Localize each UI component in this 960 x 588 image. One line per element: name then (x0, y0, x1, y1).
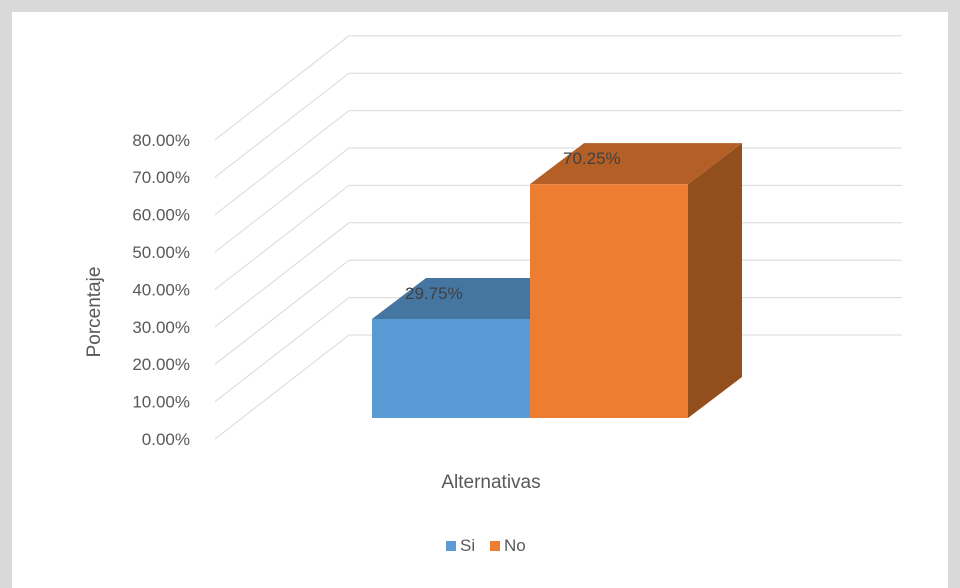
legend-item-si: Si (446, 536, 475, 555)
bar-top (530, 143, 742, 185)
legend-item-no: No (490, 536, 526, 555)
y-tick-label: 20.00% (132, 355, 190, 374)
x-axis-category-label: Alternativas (441, 472, 540, 493)
y-axis-title: Porcentaje (84, 267, 105, 358)
data-label: 70.25% (563, 149, 621, 168)
data-labels: 29.75% 70.25% (405, 149, 621, 303)
y-tick-label: 70.00% (132, 168, 190, 187)
legend-label: No (504, 536, 526, 555)
gridline (214, 110, 902, 215)
gridline (214, 72, 902, 178)
data-label: 29.75% (405, 284, 463, 303)
bar-chart: 0.00% 10.00% 20.00% 30.00% 40.00% 50.00% 60.00… (84, 35, 902, 555)
y-tick-label: 50.00% (132, 243, 190, 262)
bar-no (530, 143, 742, 419)
legend-label: Si (460, 536, 475, 555)
y-tick-label: 40.00% (132, 280, 190, 299)
legend: Si No (446, 536, 526, 555)
y-tick-label: 10.00% (132, 393, 190, 412)
y-tick-label: 80.00% (132, 131, 190, 150)
y-axis-ticks: 0.00% 10.00% 20.00% 30.00% 40.00% 50.00% 60.00… (132, 131, 190, 449)
y-tick-label: 30.00% (132, 318, 190, 337)
bar-front (372, 318, 530, 418)
gridline (214, 35, 902, 141)
y-tick-label: 0.00% (142, 430, 190, 449)
bar-front (530, 184, 688, 418)
bar-side (688, 143, 742, 419)
y-tick-label: 60.00% (132, 206, 190, 225)
legend-swatch (490, 541, 500, 551)
legend-swatch (446, 541, 456, 551)
chart-frame: 0.00% 10.00% 20.00% 30.00% 40.00% 50.00% 60.00… (12, 12, 948, 588)
gridlines (214, 35, 902, 440)
bars (372, 143, 742, 419)
